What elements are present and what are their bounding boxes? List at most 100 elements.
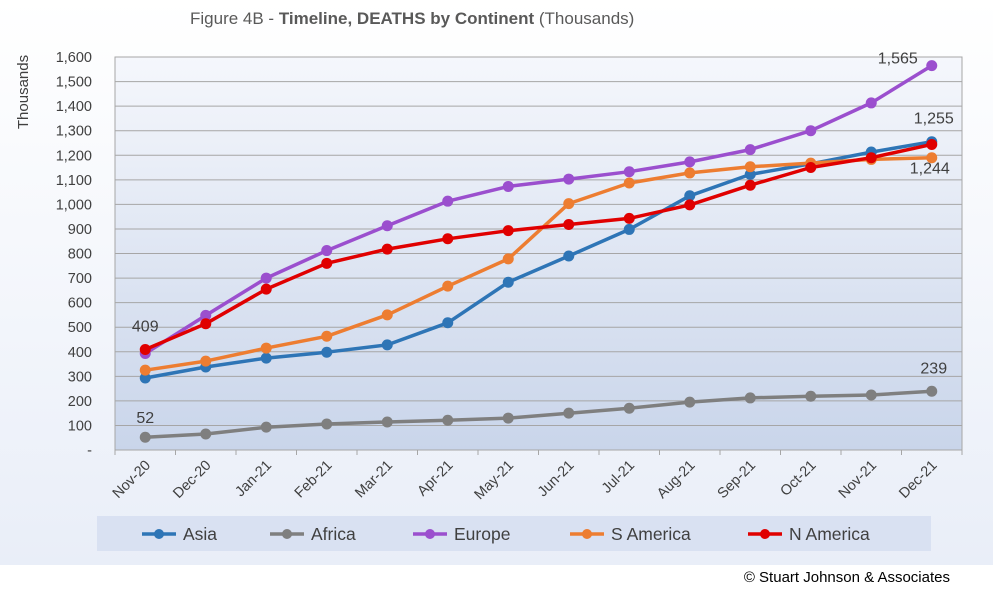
data-point [139,372,151,384]
data-point [623,402,635,414]
legend-label: Asia [183,524,217,544]
data-point [139,431,151,443]
data-point [502,225,514,237]
legend-marker [582,529,592,539]
data-point [381,220,393,232]
data-point [200,355,212,367]
data-label: 409 [132,319,159,336]
data-point [321,245,333,257]
data-point [442,233,454,245]
y-tick-label: 400 [68,345,92,361]
data-point [865,97,877,109]
data-point [442,280,454,292]
y-tick-label: 1,500 [56,75,92,91]
y-tick-label: 700 [68,271,92,287]
y-tick-label: 300 [68,369,92,385]
data-point [865,389,877,401]
data-point [139,344,151,356]
data-point [744,161,756,173]
y-tick-label: 500 [68,320,92,336]
y-tick-label: 1,100 [56,173,92,189]
series-line [144,139,933,380]
data-point [321,257,333,269]
data-point [563,407,575,419]
legend-marker [760,529,770,539]
data-point [926,152,938,164]
data-point [381,309,393,321]
series-n-america [139,138,938,356]
data-point [381,243,393,255]
data-point [684,167,696,179]
data-point [260,342,272,354]
series-line [144,142,933,352]
y-axis-ticks: - 100 200 300 400 500 600 700 800 900 1,000 1,100 1,… [56,50,92,459]
series-asia [139,136,938,384]
data-point [563,219,575,231]
data-point [744,392,756,404]
y-tick-label: 200 [68,394,92,410]
data-point [321,418,333,430]
data-point [260,272,272,284]
data-point [260,283,272,295]
series-group [139,60,938,443]
data-point [502,180,514,192]
data-label: 239 [920,360,947,377]
legend-item-europe: Europe [413,524,510,544]
data-point [381,339,393,351]
y-tick-label: - [87,443,92,459]
legend-item-africa: Africa [270,524,356,544]
data-point [623,177,635,189]
y-axis-label: Thousands [15,55,32,129]
data-point [260,421,272,433]
data-point [684,396,696,408]
legend-label: Africa [311,524,356,544]
data-point [865,152,877,164]
data-label: 52 [136,410,154,427]
data-point [926,385,938,397]
y-tick-label: 1,200 [56,148,92,164]
data-point [623,223,635,235]
data-label: 1,565 [878,51,918,68]
legend-item-s-america: S America [570,524,691,544]
data-point [684,156,696,168]
data-point [684,199,696,211]
legend-item-n-america: N America [748,524,870,544]
data-point [926,60,938,72]
data-point [321,330,333,342]
y-tick-label: 1,600 [56,50,92,66]
legend-marker [154,529,164,539]
data-point [502,253,514,265]
data-labels: 409 52 1,565 1,255 1,244 239 [132,51,954,428]
y-tick-label: 1,000 [56,197,92,213]
data-point [381,416,393,428]
legend-box [97,516,931,551]
data-point [502,276,514,288]
y-tick-label: 800 [68,247,92,263]
y-tick-label: 900 [68,222,92,238]
data-point [563,173,575,185]
legend-marker [425,529,435,539]
data-point [805,390,817,402]
data-point [200,428,212,440]
data-point [200,318,212,330]
series-line [144,64,933,355]
data-point [623,212,635,224]
series-line [145,155,932,372]
legend: Asia Africa Europe S America N America [142,524,870,544]
data-point [744,144,756,156]
data-point [744,168,756,180]
legend-label: S America [611,524,691,544]
data-point [260,352,272,364]
legend-label: N America [789,524,870,544]
gridlines [114,56,963,455]
data-point [805,125,817,137]
data-point [139,364,151,376]
data-point [442,414,454,426]
data-point [502,412,514,424]
chart-title: Figure 4B - Timeline, DEATHS by Continen… [190,9,634,28]
legend-marker [282,529,292,539]
data-point [744,179,756,191]
data-point [805,162,817,174]
copyright-text: © Stuart Johnson & Associates [744,569,950,586]
